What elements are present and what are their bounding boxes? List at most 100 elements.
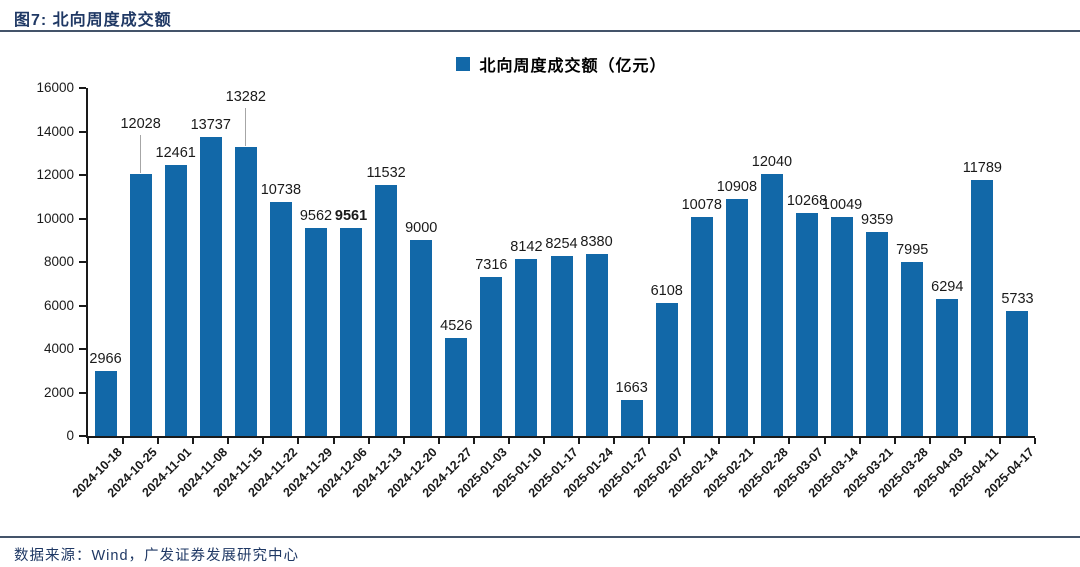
y-tick-label: 14000 xyxy=(36,123,74,139)
y-tick xyxy=(79,304,86,307)
bar-value-label: 8380 xyxy=(580,233,613,250)
bar-value-label: 1663 xyxy=(615,379,648,396)
bar xyxy=(936,299,959,436)
y-axis-line xyxy=(86,88,88,438)
bar xyxy=(620,399,643,436)
bar-value-label: 6108 xyxy=(650,283,683,300)
bar xyxy=(831,217,854,436)
x-tick xyxy=(998,438,1001,444)
y-tick xyxy=(79,174,86,176)
bar-value-label: 13737 xyxy=(190,117,231,134)
bar-value-label: 5733 xyxy=(1001,291,1034,308)
bar xyxy=(480,276,503,436)
chart-legend: 北向周度成交额（亿元） xyxy=(88,52,1035,76)
x-tick xyxy=(87,438,89,444)
label-leader-line xyxy=(245,108,247,147)
bar xyxy=(796,212,819,436)
x-tick xyxy=(507,438,510,444)
bar-value-label: 7316 xyxy=(475,256,508,273)
bar-value-label: 2966 xyxy=(89,351,122,368)
y-tick-label: 8000 xyxy=(43,254,74,269)
x-tick xyxy=(227,438,230,444)
x-tick xyxy=(542,438,545,444)
bar xyxy=(550,256,573,436)
y-tick-label: 16000 xyxy=(36,80,74,95)
x-tick xyxy=(1034,438,1036,444)
legend-label: 北向周度成交额（亿元） xyxy=(479,58,667,75)
bar-value-label: 7995 xyxy=(896,242,929,259)
y-tick-label: 12000 xyxy=(36,167,74,182)
bar-value-label: 10268 xyxy=(786,192,828,209)
bar xyxy=(725,198,748,436)
x-tick xyxy=(122,438,125,444)
y-tick xyxy=(79,261,86,263)
bar xyxy=(585,253,608,436)
bar xyxy=(901,262,924,436)
bar xyxy=(340,228,363,436)
figure-title: 图7: 北向周度成交额 xyxy=(14,12,172,29)
y-tick-label: 10000 xyxy=(36,210,74,226)
y-tick-label: 0 xyxy=(66,428,74,443)
x-tick xyxy=(893,438,896,444)
y-tick xyxy=(79,391,86,394)
bar-value-label: 4526 xyxy=(440,317,473,334)
bar-value-label: 9561 xyxy=(334,208,368,225)
bar xyxy=(94,371,117,436)
x-tick xyxy=(928,438,931,444)
bar xyxy=(410,240,433,436)
x-tick xyxy=(963,438,966,444)
label-leader-line xyxy=(140,135,142,174)
footer-divider xyxy=(0,536,1080,538)
bar-value-label: 10908 xyxy=(716,178,758,195)
bar-value-label: 10078 xyxy=(681,196,722,213)
x-tick xyxy=(332,438,335,444)
x-tick xyxy=(788,438,791,444)
bar-value-label: 10738 xyxy=(260,182,302,199)
data-source-note: 数据来源：Wind，广发证券发展研究中心 xyxy=(14,548,300,564)
bar xyxy=(515,258,538,436)
bar xyxy=(269,202,292,436)
x-axis-line xyxy=(86,436,1035,438)
x-tick xyxy=(823,438,826,444)
x-tick xyxy=(262,438,265,444)
x-tick xyxy=(613,438,616,444)
bar-value-label: 11532 xyxy=(366,165,406,182)
y-tick-label: 6000 xyxy=(43,297,74,313)
x-tick xyxy=(718,438,721,444)
x-tick xyxy=(472,438,475,444)
x-tick xyxy=(437,438,440,444)
bar xyxy=(971,179,994,436)
x-tick xyxy=(157,438,160,444)
bar-value-label: 6294 xyxy=(931,279,964,296)
title-divider xyxy=(0,30,1080,32)
bar-value-label: 8254 xyxy=(545,236,578,253)
bar xyxy=(445,337,468,436)
x-tick xyxy=(192,438,195,444)
x-tick xyxy=(648,438,651,444)
bar xyxy=(234,147,257,436)
x-tick xyxy=(367,438,370,444)
bar-value-label: 12028 xyxy=(120,116,161,133)
x-tick xyxy=(578,438,581,444)
y-tick xyxy=(79,130,86,133)
bar xyxy=(164,164,187,436)
y-tick xyxy=(79,217,86,220)
bar xyxy=(199,137,222,436)
bar-value-label: 10049 xyxy=(821,197,863,214)
x-tick xyxy=(402,438,405,444)
y-tick-label: 4000 xyxy=(43,341,74,356)
x-tick xyxy=(297,438,300,444)
bar xyxy=(304,228,327,436)
y-tick xyxy=(79,87,86,89)
bar xyxy=(375,185,398,436)
y-tick xyxy=(79,435,86,437)
bar xyxy=(129,174,152,436)
bar-value-label: 12040 xyxy=(751,154,793,171)
x-tick xyxy=(858,438,861,444)
x-tick xyxy=(753,438,756,444)
x-tick xyxy=(683,438,686,444)
legend-color-swatch xyxy=(456,57,471,71)
bar-value-label: 13282 xyxy=(225,89,266,106)
